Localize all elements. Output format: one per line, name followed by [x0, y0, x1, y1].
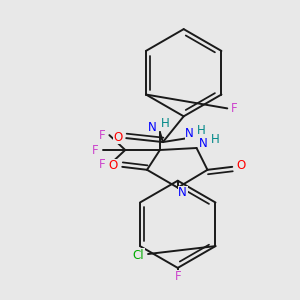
Text: O: O [236, 159, 246, 172]
Text: H: H [160, 117, 169, 130]
Text: O: O [114, 130, 123, 144]
Text: F: F [231, 102, 238, 115]
Text: N: N [178, 186, 187, 199]
Text: N: N [185, 127, 194, 140]
Text: F: F [99, 129, 106, 142]
Text: N: N [148, 121, 156, 134]
Text: F: F [92, 143, 99, 157]
Text: H: H [211, 133, 220, 146]
Text: N: N [199, 136, 208, 150]
Text: O: O [109, 159, 118, 172]
Text: F: F [174, 270, 181, 283]
Text: H: H [197, 124, 206, 137]
Text: F: F [99, 158, 106, 171]
Text: Cl: Cl [132, 248, 144, 262]
